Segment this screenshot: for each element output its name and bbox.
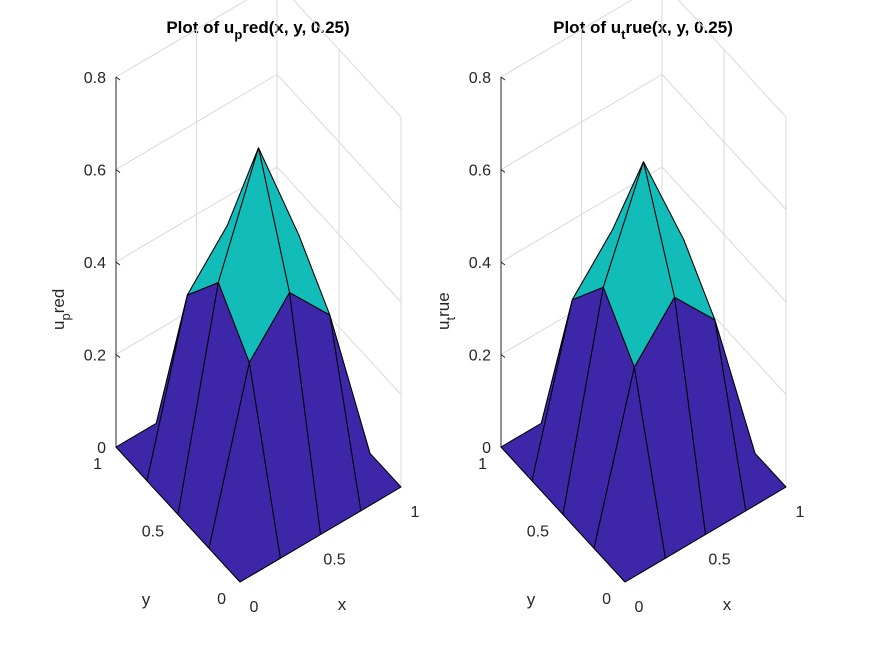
surface-face bbox=[208, 362, 281, 583]
z-tick-mark bbox=[500, 169, 506, 173]
surface-plot-u-true: Plot of utrue(x, y, 0.25) 0 0.2 0.4 0.6 0.8 0… bbox=[434, 0, 805, 616]
z-tick-mark bbox=[500, 354, 506, 358]
y-axis-label: y bbox=[142, 590, 151, 609]
z-tick-label: 0.8 bbox=[469, 70, 491, 87]
z-tick-mark bbox=[115, 169, 121, 173]
chart-title-u-true: Plot of utrue(x, y, 0.25) bbox=[553, 18, 733, 42]
y-tick-label: 0.5 bbox=[527, 524, 549, 541]
z-axis-label-u-pred: upred bbox=[49, 289, 73, 330]
z-tick-label: 0.6 bbox=[84, 163, 106, 180]
z-tick-label: 0.2 bbox=[84, 348, 106, 365]
z-tick-label: 0.4 bbox=[84, 255, 106, 272]
x-tick-label: 0.5 bbox=[708, 552, 730, 569]
chart-title-u-pred: Plot of upred(x, y, 0.25) bbox=[166, 18, 349, 42]
y-tick-label: 1 bbox=[93, 456, 102, 473]
z-tick-label: 0.8 bbox=[84, 70, 106, 87]
surface-plot-u-pred: Plot of upred(x, y, 0.25) 0 0.2 0.4 0.6 0.8 0… bbox=[49, 0, 420, 616]
surface-mesh bbox=[115, 147, 402, 583]
surface-face bbox=[593, 366, 666, 583]
z-tick-label: 0.6 bbox=[469, 163, 491, 180]
z-tick-label: 0 bbox=[97, 440, 106, 457]
z-tick-label: 0 bbox=[482, 440, 491, 457]
z-tick-mark bbox=[115, 261, 121, 266]
x-tick-label: 0 bbox=[250, 599, 259, 616]
y-axis-label: y bbox=[527, 590, 536, 609]
z-tick-mark bbox=[500, 261, 506, 266]
x-axis-label: x bbox=[723, 595, 732, 614]
z-tick-mark bbox=[115, 76, 121, 81]
z-tick-mark bbox=[500, 76, 506, 81]
x-tick-label: 1 bbox=[796, 504, 805, 521]
z-tick-mark bbox=[115, 354, 121, 358]
y-tick-label: 1 bbox=[478, 456, 487, 473]
x-tick-label: 0.5 bbox=[323, 552, 345, 569]
surface-mesh bbox=[500, 161, 787, 583]
x-tick-label: 0 bbox=[635, 599, 644, 616]
y-tick-label: 0 bbox=[217, 591, 226, 608]
z-gridline bbox=[500, 0, 787, 118]
z-gridline bbox=[115, 0, 402, 118]
z-axis-label-u-true: utrue bbox=[434, 292, 458, 330]
z-tick-label: 0.4 bbox=[469, 255, 491, 272]
y-tick-label: 0 bbox=[602, 591, 611, 608]
x-axis-label: x bbox=[338, 595, 347, 614]
z-tick-label: 0.2 bbox=[469, 348, 491, 365]
y-tick-label: 0.5 bbox=[142, 524, 164, 541]
x-tick-label: 1 bbox=[411, 504, 420, 521]
